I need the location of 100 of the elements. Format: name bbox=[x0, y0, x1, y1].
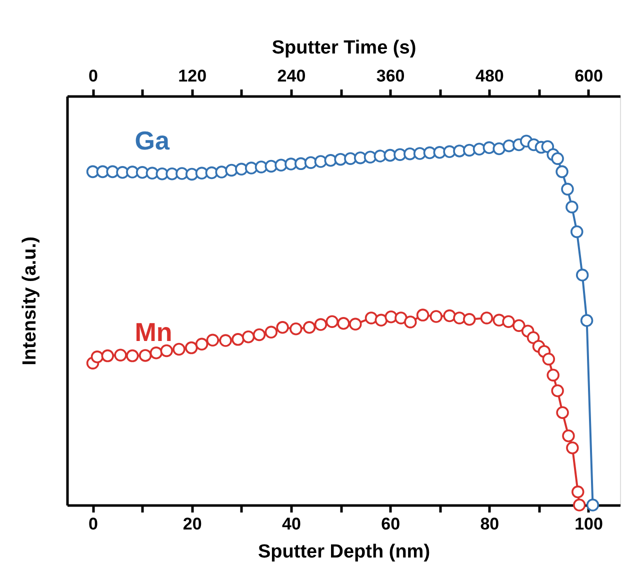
point bbox=[101, 349, 114, 362]
point bbox=[276, 321, 289, 334]
point bbox=[314, 155, 328, 168]
x2-tick-label: 480 bbox=[475, 66, 504, 86]
y-axis-title: Intensity (a.u.) bbox=[20, 236, 40, 366]
point bbox=[512, 319, 526, 332]
point bbox=[126, 166, 139, 178]
point bbox=[364, 150, 377, 164]
point bbox=[480, 312, 494, 324]
x2-tick-label: 120 bbox=[178, 66, 207, 86]
x2-tick-label: 360 bbox=[376, 66, 405, 86]
point bbox=[542, 352, 556, 366]
point bbox=[502, 139, 516, 152]
point bbox=[206, 334, 220, 347]
point bbox=[404, 147, 416, 160]
point bbox=[556, 165, 568, 178]
point bbox=[294, 157, 308, 170]
point bbox=[586, 498, 600, 512]
point bbox=[462, 144, 476, 157]
point bbox=[580, 314, 594, 327]
point bbox=[146, 166, 159, 180]
point bbox=[566, 442, 579, 454]
point bbox=[453, 144, 466, 158]
point bbox=[572, 486, 584, 498]
point bbox=[337, 317, 350, 330]
series-label: Mn bbox=[134, 317, 172, 348]
point bbox=[443, 309, 456, 322]
point bbox=[274, 158, 288, 172]
x2-tick-label: 0 bbox=[88, 66, 98, 86]
point bbox=[404, 316, 417, 328]
point bbox=[326, 315, 338, 328]
point bbox=[284, 158, 298, 170]
point bbox=[264, 326, 278, 339]
point bbox=[526, 331, 540, 344]
point bbox=[252, 328, 266, 342]
point bbox=[551, 152, 564, 165]
point bbox=[566, 200, 578, 214]
series-label: Ga bbox=[134, 126, 170, 156]
x2-axis-title: Sputter Time (s) bbox=[272, 38, 416, 58]
point bbox=[136, 166, 149, 179]
point bbox=[472, 142, 486, 156]
point bbox=[349, 318, 362, 331]
point bbox=[126, 349, 139, 362]
point bbox=[232, 333, 244, 346]
point bbox=[290, 322, 302, 336]
point bbox=[394, 312, 408, 324]
x-tick-label: 0 bbox=[88, 514, 98, 534]
point bbox=[384, 148, 396, 162]
point bbox=[235, 162, 248, 176]
x-tick-label: 20 bbox=[182, 514, 202, 534]
x2-tick-label: 600 bbox=[574, 66, 603, 86]
point bbox=[570, 225, 584, 238]
point bbox=[572, 498, 586, 512]
point bbox=[551, 384, 564, 398]
point bbox=[546, 368, 560, 382]
point bbox=[443, 145, 456, 158]
point bbox=[254, 160, 268, 174]
point bbox=[462, 313, 476, 326]
point bbox=[334, 152, 347, 166]
point bbox=[344, 152, 357, 165]
point bbox=[374, 150, 387, 162]
point bbox=[561, 182, 574, 196]
point bbox=[176, 167, 188, 180]
point bbox=[453, 312, 466, 324]
point bbox=[502, 315, 515, 328]
point bbox=[244, 162, 258, 174]
point bbox=[492, 142, 506, 156]
point bbox=[138, 349, 152, 362]
point bbox=[150, 346, 163, 360]
point bbox=[314, 318, 328, 331]
point bbox=[114, 348, 127, 362]
point bbox=[556, 406, 569, 419]
point bbox=[302, 321, 316, 334]
point bbox=[394, 148, 406, 161]
point bbox=[185, 168, 198, 181]
point bbox=[106, 165, 119, 178]
point bbox=[576, 268, 589, 282]
x-axis-title: Sputter Depth (nm) bbox=[258, 542, 430, 562]
x-tick-label: 40 bbox=[282, 514, 301, 534]
x-tick-label: 100 bbox=[574, 514, 603, 534]
point bbox=[562, 429, 575, 442]
point bbox=[195, 338, 208, 351]
point bbox=[215, 166, 228, 178]
point bbox=[225, 164, 238, 177]
point bbox=[364, 312, 378, 324]
x-tick-label: 60 bbox=[381, 514, 400, 534]
point bbox=[185, 341, 198, 354]
point bbox=[116, 166, 129, 179]
point bbox=[430, 310, 443, 323]
x2-tick-label: 240 bbox=[277, 66, 306, 86]
point bbox=[242, 330, 255, 344]
point bbox=[413, 147, 426, 160]
x-tick-label: 80 bbox=[480, 514, 500, 534]
point bbox=[172, 342, 186, 356]
point bbox=[219, 334, 232, 347]
point bbox=[160, 344, 173, 358]
point bbox=[374, 314, 388, 327]
point bbox=[384, 310, 398, 324]
point bbox=[90, 350, 104, 364]
point bbox=[416, 308, 430, 322]
